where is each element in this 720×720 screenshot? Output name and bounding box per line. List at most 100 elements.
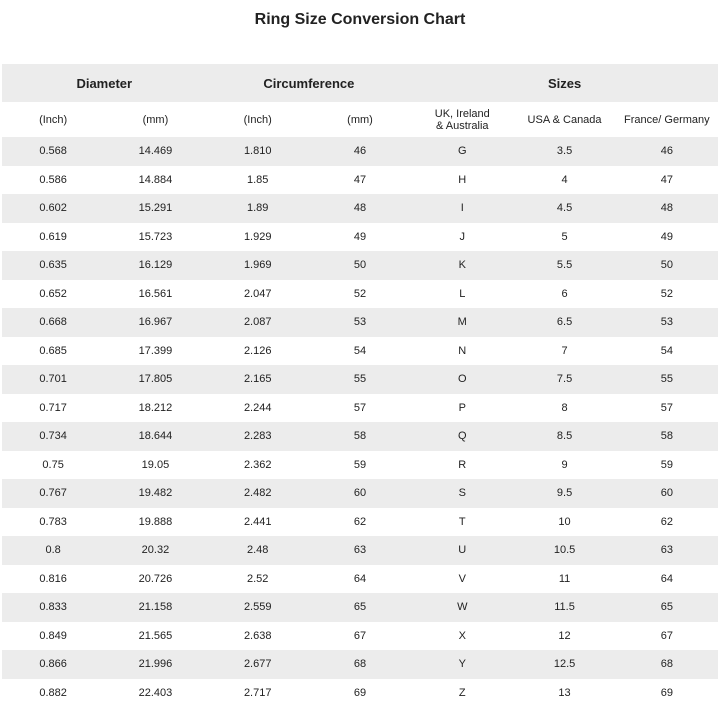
- table-cell: 0.568: [2, 137, 105, 166]
- table-cell: 63: [308, 536, 412, 565]
- group-header-sizes: Sizes: [411, 64, 718, 102]
- table-cell: 17.399: [138, 344, 173, 357]
- table-cell: 69: [353, 686, 367, 699]
- table-cell: 14.469: [104, 137, 207, 166]
- table-row: 0.816 20.726 2.52 64 V 11 64: [2, 565, 718, 594]
- table-cell: 62: [353, 515, 367, 528]
- table-cell: 2.126: [243, 344, 272, 357]
- table-cell: 54: [353, 344, 367, 357]
- table-row: 0.849 21.565 2.638 67 X 12 67: [2, 622, 718, 651]
- table-cell: 4: [561, 173, 568, 186]
- table-cell: 22.403: [138, 686, 173, 699]
- group-header-diameter: Diameter: [2, 64, 207, 102]
- table-cell: 0.701: [2, 365, 105, 394]
- table-row: 0.734 18.644 2.283 58 Q 8.5 58: [2, 422, 718, 451]
- table-cell: 65: [615, 593, 718, 622]
- table-cell: 20.32: [104, 536, 207, 565]
- table-cell: R: [458, 458, 467, 471]
- table-row: 0.882 22.403 2.717 69 Z 13 69: [2, 679, 718, 708]
- table-cell: Q: [411, 422, 514, 451]
- table-cell: 2.165: [206, 365, 309, 394]
- table-cell: 0.685: [39, 344, 67, 357]
- table-cell: G: [411, 137, 514, 166]
- column-header: (mm): [104, 102, 207, 137]
- table-cell: 2.717: [243, 686, 272, 699]
- table-cell: K: [411, 251, 514, 280]
- table-cell: 21.996: [104, 650, 207, 679]
- table-cell: 16.561: [138, 287, 173, 300]
- table-cell: 0.586: [39, 173, 67, 186]
- table-cell: 17.805: [104, 365, 207, 394]
- table-cell: 8: [561, 401, 568, 414]
- column-header-row: (Inch) (mm) (Inch) (mm) UK, Ireland & Au…: [2, 102, 718, 137]
- table-cell: 3.5: [513, 137, 616, 166]
- table-cell: J: [459, 230, 466, 243]
- table-cell: 7: [561, 344, 568, 357]
- table-cell: 13: [558, 686, 571, 699]
- table-cell: 2.559: [206, 593, 309, 622]
- table-cell: 0.816: [39, 572, 67, 585]
- table-cell: 48: [308, 194, 412, 223]
- table-cell: 62: [660, 515, 673, 528]
- table-cell: 63: [615, 536, 718, 565]
- table-cell: 67: [353, 629, 367, 642]
- table-cell: 2.244: [243, 401, 272, 414]
- table-cell: 10: [558, 515, 571, 528]
- table-cell: 2.638: [243, 629, 272, 642]
- table-cell: 19.482: [104, 479, 207, 508]
- table-cell: 57: [660, 401, 673, 414]
- table-cell: 2.047: [243, 287, 272, 300]
- table-cell: 2.482: [206, 479, 309, 508]
- table-cell: H: [458, 173, 467, 186]
- table-cell: 2.283: [206, 422, 309, 451]
- table-cell: 50: [308, 251, 412, 280]
- table-row: 0.75 19.05 2.362 59 R 9 59: [2, 451, 718, 480]
- table-cell: 11: [558, 572, 571, 585]
- table-cell: 11.5: [513, 593, 616, 622]
- table-row: 0.635 16.129 1.969 50 K 5.5 50: [2, 251, 718, 280]
- table-cell: 60: [615, 479, 718, 508]
- table-cell: 46: [308, 137, 412, 166]
- column-header: (Inch): [2, 102, 105, 137]
- table-cell: 54: [660, 344, 673, 357]
- table-cell: N: [458, 344, 467, 357]
- table-cell: 5: [561, 230, 568, 243]
- table-cell: 0.602: [2, 194, 105, 223]
- group-header-circumference: Circumference: [206, 64, 412, 102]
- table-cell: 60: [308, 479, 412, 508]
- table-cell: 69: [660, 686, 673, 699]
- table-cell: X: [458, 629, 466, 642]
- table-cell: U: [411, 536, 514, 565]
- table-row: 0.685 17.399 2.126 54 N 7 54: [2, 337, 718, 366]
- table-cell: 4.5: [513, 194, 616, 223]
- table-cell: 48: [615, 194, 718, 223]
- table-cell: 18.212: [138, 401, 173, 414]
- table-cell: 2.677: [206, 650, 309, 679]
- table-cell: M: [411, 308, 514, 337]
- table-cell: 12: [558, 629, 571, 642]
- table-cell: 10.5: [513, 536, 616, 565]
- table-cell: 59: [660, 458, 673, 471]
- table-cell: 0.619: [39, 230, 67, 243]
- table-cell: L: [459, 287, 466, 300]
- table-cell: 12.5: [513, 650, 616, 679]
- table-cell: 58: [615, 422, 718, 451]
- table-cell: 64: [353, 572, 367, 585]
- table-cell: 0.767: [2, 479, 105, 508]
- table-cell: 1.85: [246, 173, 269, 186]
- table-row: 0.586 14.884 1.85 47 H 4 47: [2, 166, 718, 195]
- table-cell: 20.726: [138, 572, 173, 585]
- table-cell: 0.717: [39, 401, 67, 414]
- table-cell: 6: [561, 287, 568, 300]
- table-cell: 55: [615, 365, 718, 394]
- table-cell: I: [411, 194, 514, 223]
- table-cell: 46: [615, 137, 718, 166]
- table-cell: V: [458, 572, 466, 585]
- table-cell: 18.644: [104, 422, 207, 451]
- table-row: 0.619 15.723 1.929 49 J 5 49: [2, 223, 718, 252]
- table-cell: 15.291: [104, 194, 207, 223]
- column-header: (Inch): [206, 102, 309, 137]
- table-cell: W: [411, 593, 514, 622]
- table-cell: 52: [353, 287, 367, 300]
- table-cell: 1.810: [206, 137, 309, 166]
